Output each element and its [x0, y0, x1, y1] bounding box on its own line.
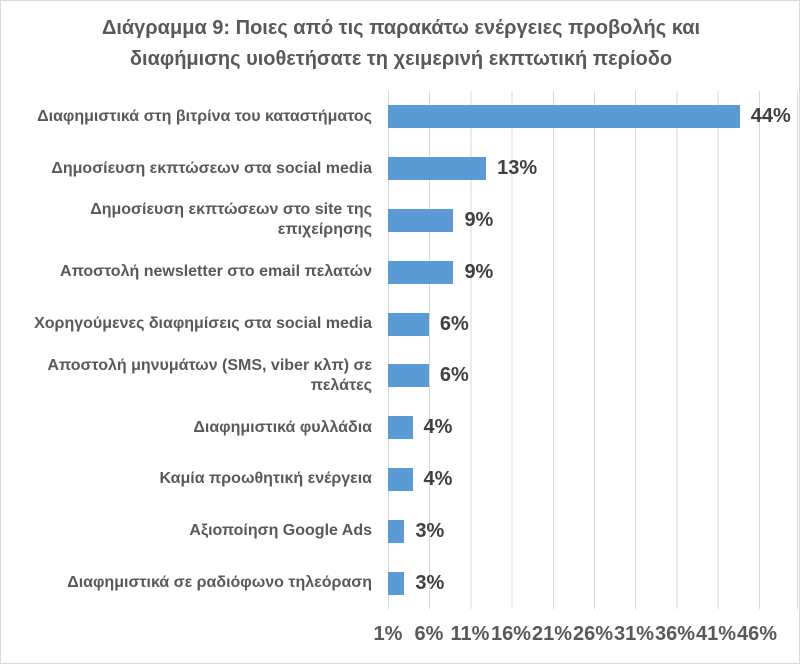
bar-row: 3%: [388, 557, 797, 609]
bar-row: 6%: [388, 298, 797, 350]
category-label: Χορηγούμενες διαφημίσεις στα social medi…: [34, 315, 372, 333]
category-axis: Διαφημιστικά στη βιτρίνα του καταστήματο…: [11, 91, 372, 609]
x-axis: 1% 6% 11% 16% 21% 26% 31% 36% 41% 46%: [374, 617, 798, 651]
bar: [388, 467, 413, 491]
bar: [388, 519, 405, 543]
bar: [388, 157, 487, 181]
category-label: Διαφημιστικά σε ραδιόφωνο τηλεόραση: [67, 574, 372, 592]
bar-row: 3%: [388, 505, 797, 557]
category-label: Αποστολή newsletter στο email πελατών: [60, 263, 372, 281]
value-label: 6%: [439, 312, 469, 335]
bar-row: 44%: [388, 91, 797, 143]
bar: [388, 208, 454, 232]
plot-area: 44% 13% 9% 9% 6% 6% 4% 4% 3% 3%: [388, 91, 798, 609]
value-label: 44%: [750, 105, 791, 128]
bar: [388, 364, 429, 388]
bar-row: 4%: [388, 454, 797, 506]
value-label: 13%: [497, 157, 538, 180]
bar: [388, 105, 740, 129]
x-tick: 6%: [414, 623, 444, 645]
x-tick: 26%: [572, 623, 614, 645]
bar-row: 13%: [388, 143, 797, 195]
bar: [388, 312, 429, 336]
category-label: Δημοσίευση εκπτώσεων στο site της επιχεί…: [90, 201, 372, 239]
value-label: 9%: [464, 208, 494, 231]
x-tick: 31%: [613, 623, 655, 645]
bar: [388, 571, 405, 595]
x-tick: 21%: [531, 623, 573, 645]
x-tick: 16%: [490, 623, 532, 645]
category-label: Καμία προωθητική ενέργεια: [159, 470, 372, 488]
category-label: Δημοσίευση εκπτώσεων στα social media: [51, 159, 372, 177]
bar-row: 9%: [388, 195, 797, 247]
category-label: Αξιοποίηση Google Ads: [189, 522, 372, 540]
bar-row: 4%: [388, 402, 797, 454]
bar: [388, 260, 454, 284]
bar-row: 9%: [388, 246, 797, 298]
x-tick: 41%: [695, 623, 737, 645]
value-label: 3%: [415, 519, 445, 542]
chart-title-line1: Διάγραμμα 9: Ποιες από τις παρακάτω ενέρ…: [101, 17, 701, 39]
value-label: 4%: [423, 467, 453, 490]
x-tick: 1%: [373, 623, 403, 645]
category-label: Διαφημιστικά στη βιτρίνα του καταστήματο…: [37, 107, 372, 125]
value-label: 4%: [423, 416, 453, 439]
value-label: 3%: [415, 571, 445, 594]
x-tick: 11%: [450, 623, 490, 645]
bar: [388, 416, 413, 440]
chart-title-line2: διαφήμισης υιοθετήσατε τη χειμερινή εκπτ…: [129, 48, 673, 70]
category-label: Διαφημιστικά φυλλάδια: [193, 418, 372, 436]
x-tick: 46%: [736, 623, 778, 645]
x-tick: 36%: [654, 623, 696, 645]
bar-row: 6%: [388, 350, 797, 402]
category-label: Αποστολή μηνυμάτων (SMS, viber κλπ) σε π…: [47, 356, 372, 394]
value-label: 6%: [439, 364, 469, 387]
value-label: 9%: [464, 260, 494, 283]
chart-title: Διάγραμμα 9: Ποιες από τις παρακάτω ενέρ…: [21, 13, 781, 75]
